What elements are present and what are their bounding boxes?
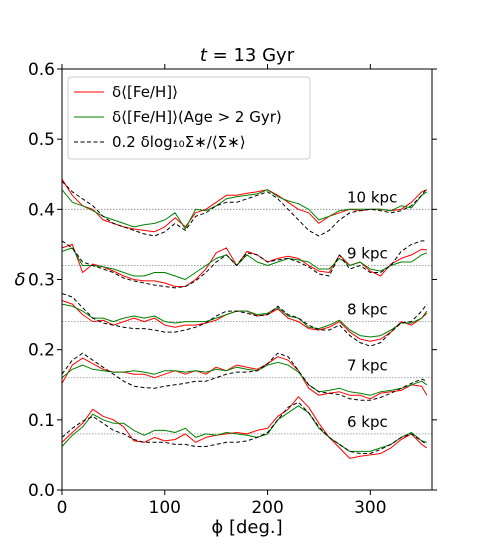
series-line-black — [61, 240, 427, 289]
x-tick-group: 0 100 200 300 — [57, 64, 387, 518]
series-line-green — [61, 303, 428, 338]
y-tick-label: 0.3 — [28, 271, 55, 291]
y-tick-group: 0.0 0.1 0.2 0.3 0.4 0.5 0.6 — [28, 60, 437, 501]
series-line-green — [61, 405, 428, 452]
legend-label: δ⟨[Fe/H]⟩ — [112, 83, 178, 101]
series-line-green — [61, 189, 428, 230]
radius-label: 8 kpc — [347, 301, 388, 319]
legend-label: δ⟨[Fe/H]⟩(Age > 2 Gyr) — [112, 108, 282, 126]
series-line-red — [61, 396, 428, 459]
series-line-black — [61, 293, 428, 347]
chart-title: t = 13 Gyr — [200, 45, 295, 66]
y-tick-label: 0.2 — [28, 341, 55, 361]
baseline-group — [62, 208, 432, 435]
chart-title-rest: = 13 Gyr — [207, 45, 295, 66]
radius-label: 10 kpc — [347, 188, 397, 206]
legend-box — [67, 76, 311, 160]
y-tick-label: 0.5 — [28, 130, 55, 150]
series-line-green — [61, 361, 428, 396]
y-tick-label: 0.4 — [28, 200, 55, 220]
radius-label: 9 kpc — [347, 244, 388, 262]
legend-label: 0.2 δlog₁₀Σ∗/⟨Σ∗⟩ — [112, 133, 246, 151]
series-group — [61, 178, 428, 459]
x-tick-label: 300 — [354, 498, 386, 518]
series-line-red — [61, 243, 427, 287]
legend: δ⟨[Fe/H]⟩ δ⟨[Fe/H]⟩(Age > 2 Gyr) 0.2 δlog₁… — [67, 76, 311, 160]
series-line-black — [61, 352, 428, 401]
series-line-black — [61, 401, 428, 454]
series-line-green — [61, 247, 428, 280]
x-axis-label: ϕ [deg.] — [211, 517, 282, 538]
radius-label: 6 kpc — [347, 413, 388, 431]
annotation-group: 10 kpc 9 kpc 8 kpc 7 kpc 6 kpc — [347, 188, 397, 431]
x-tick-label: 200 — [251, 498, 283, 518]
x-tick-label: 0 — [57, 498, 68, 518]
y-tick-label: 0.0 — [28, 481, 55, 501]
y-tick-label: 0.1 — [28, 411, 55, 431]
y-tick-label: 0.6 — [28, 60, 55, 80]
chart-title-italic: t — [200, 45, 208, 66]
radius-label: 7 kpc — [347, 357, 388, 375]
y-axis-label: δ — [14, 270, 25, 291]
x-tick-label: 100 — [149, 498, 181, 518]
